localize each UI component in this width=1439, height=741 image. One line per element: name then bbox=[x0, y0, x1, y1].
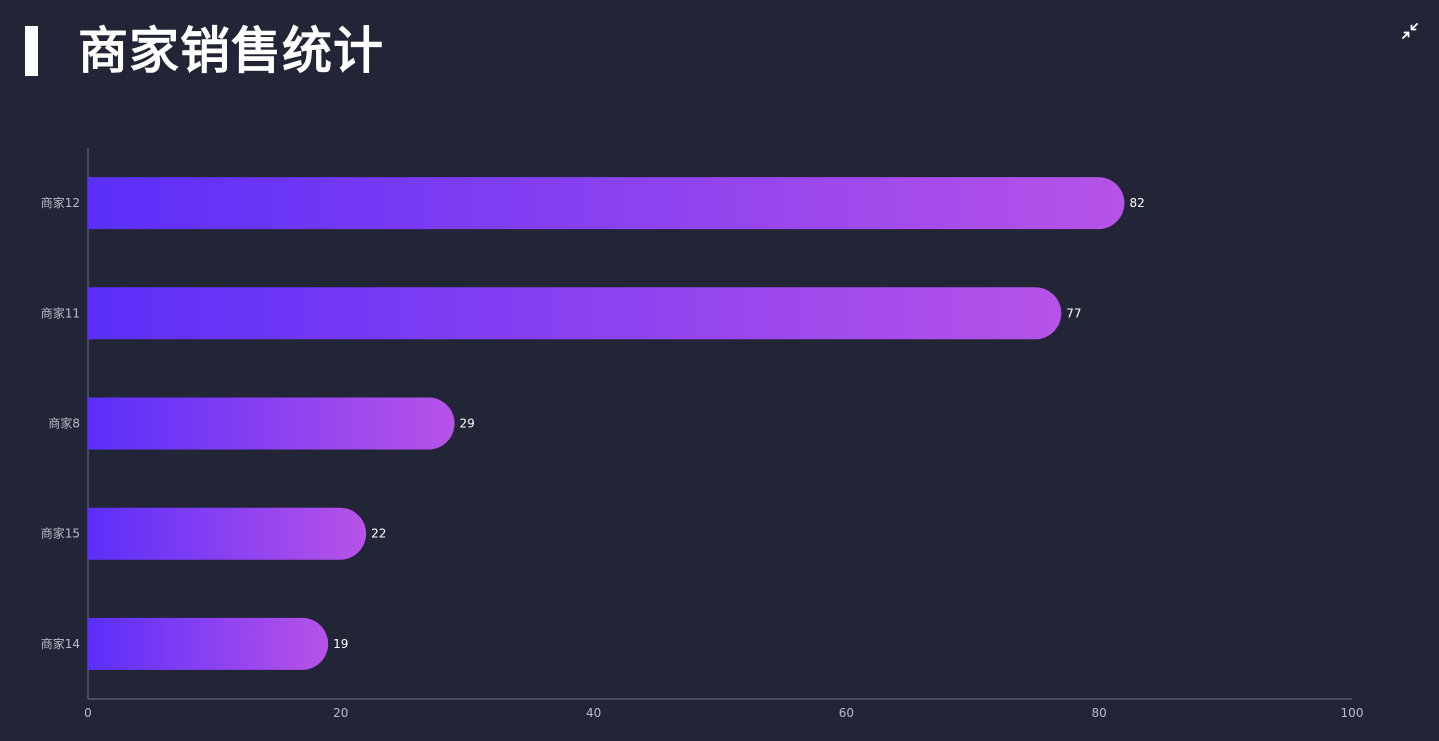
x-tick-label: 100 bbox=[1341, 706, 1364, 720]
bar bbox=[88, 507, 367, 560]
category-label: 商家15 bbox=[41, 526, 80, 541]
x-tick-label: 20 bbox=[333, 706, 348, 720]
category-label: 商家11 bbox=[41, 305, 80, 320]
value-label: 19 bbox=[333, 637, 348, 651]
x-tick-label: 40 bbox=[586, 706, 601, 720]
bar bbox=[88, 397, 455, 450]
bar bbox=[88, 287, 1062, 340]
category-label: 商家14 bbox=[41, 636, 80, 651]
compress-button[interactable] bbox=[1401, 22, 1419, 40]
x-tick-label: 80 bbox=[1092, 706, 1107, 720]
category-label: 商家12 bbox=[41, 195, 80, 210]
value-label: 29 bbox=[460, 417, 475, 431]
title-accent-bar bbox=[25, 26, 38, 76]
value-label: 77 bbox=[1066, 306, 1081, 320]
x-tick-label: 60 bbox=[839, 706, 854, 720]
value-label: 22 bbox=[371, 527, 386, 541]
page-title: 商家销售统计 bbox=[78, 22, 384, 80]
bar bbox=[88, 617, 329, 670]
compress-icon bbox=[1402, 23, 1418, 39]
category-label: 商家8 bbox=[48, 416, 80, 431]
x-tick-label: 0 bbox=[84, 706, 92, 720]
value-label: 82 bbox=[1129, 196, 1144, 210]
bar bbox=[88, 177, 1125, 230]
